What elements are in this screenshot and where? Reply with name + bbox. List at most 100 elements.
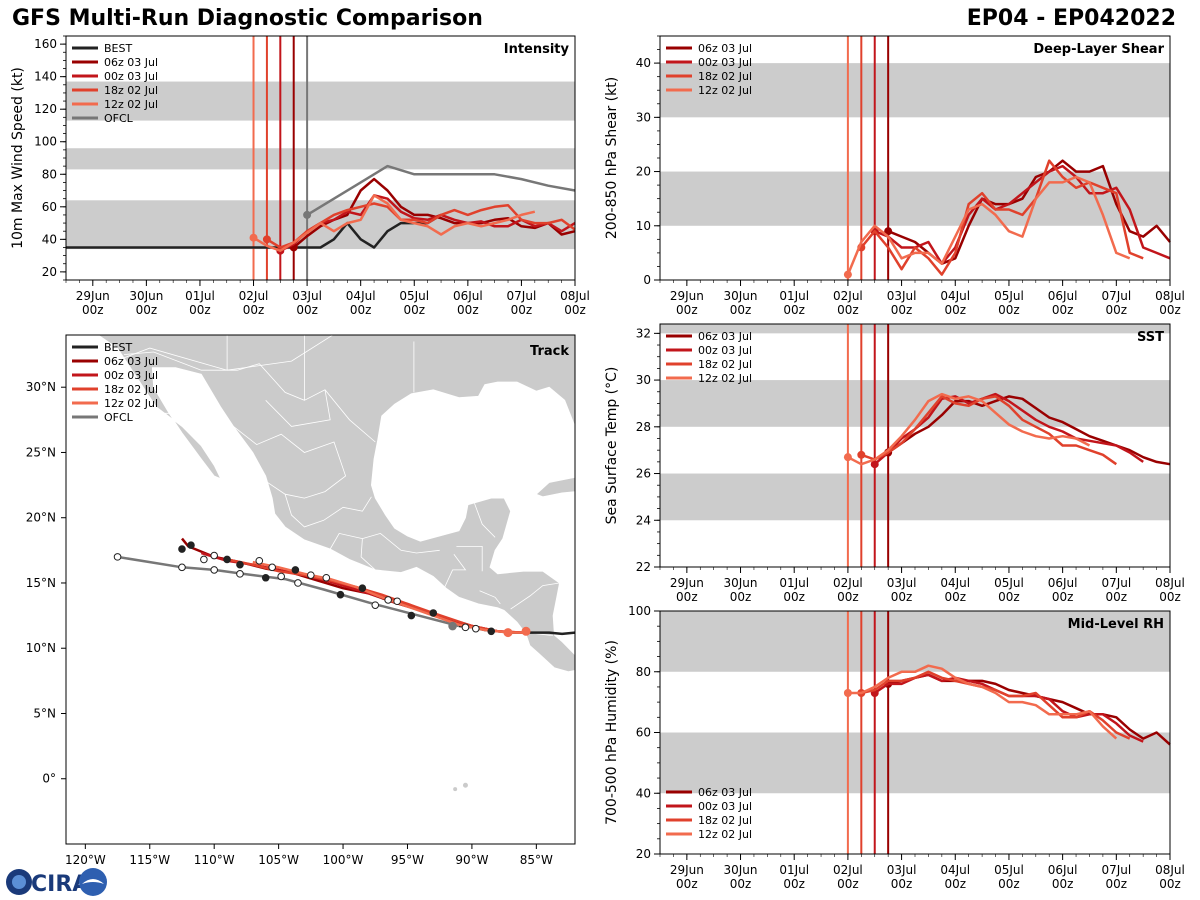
galapagos-island bbox=[453, 787, 458, 792]
intensity-legend-label: 12z 02 Jul bbox=[104, 98, 158, 111]
rh-init-point-r12z02 bbox=[843, 689, 852, 698]
track-position-marker bbox=[294, 579, 302, 587]
intensity-x-tick-sublabel: 00z bbox=[243, 303, 265, 317]
galapagos-island bbox=[462, 782, 468, 788]
track-position-marker bbox=[210, 566, 218, 574]
track-position-marker bbox=[393, 597, 401, 606]
shear-x-tick-label: 05Jul bbox=[994, 289, 1024, 303]
sst-x-tick-sublabel: 00z bbox=[1052, 590, 1074, 604]
track-position-marker bbox=[236, 570, 244, 578]
sst-x-tick-sublabel: 00z bbox=[944, 590, 966, 604]
intensity-x-tick-sublabel: 00z bbox=[403, 303, 425, 317]
intensity-x-tick-sublabel: 00z bbox=[564, 303, 586, 317]
track-frame bbox=[65, 334, 576, 845]
sst-threshold-band bbox=[660, 473, 1170, 521]
shear-x-tick-sublabel: 00z bbox=[998, 303, 1020, 317]
intensity-panel: 2040608010012014016029Jun00z30Jun00z01Ju… bbox=[10, 35, 590, 317]
shear-x-tick-sublabel: 00z bbox=[730, 303, 752, 317]
track-position-marker bbox=[461, 623, 470, 632]
shear-x-tick-sublabel: 00z bbox=[1052, 303, 1074, 317]
intensity-init-point-r12z02 bbox=[249, 233, 258, 242]
intensity-x-tick-label: 02Jul bbox=[239, 289, 269, 303]
track-legend-label: BEST bbox=[104, 341, 132, 354]
intensity-y-tick-label: 100 bbox=[34, 135, 57, 149]
track-y-tick-label: 25°N bbox=[26, 445, 56, 459]
sst-series-r18z02 bbox=[860, 395, 1118, 466]
track-position-marker bbox=[487, 627, 496, 636]
rh-legend-label: 18z 02 Jul bbox=[698, 814, 752, 827]
rh-legend-label: 06z 03 Jul bbox=[698, 786, 752, 799]
shear-init-point-r06z03 bbox=[884, 227, 893, 236]
rh-x-tick-label: 29Jun bbox=[670, 863, 704, 877]
track-x-tick-label: 105°W bbox=[258, 853, 299, 867]
rh-x-tick-sublabel: 00z bbox=[944, 877, 966, 891]
track-position-marker bbox=[261, 573, 270, 582]
baja-border bbox=[153, 367, 176, 388]
track-panel: 120°W 115°W 110°W 105°W 100°W 95°W 90°W 85°W 0° 5… bbox=[26, 334, 576, 867]
track-x-tick-label: 120°W bbox=[65, 853, 106, 867]
track-position-marker bbox=[429, 609, 438, 617]
sst-x-tick-label: 02Jul bbox=[833, 576, 863, 590]
sst-threshold-band bbox=[660, 324, 1170, 334]
track-position-marker bbox=[503, 628, 513, 638]
shear-x-tick-sublabel: 00z bbox=[783, 303, 805, 317]
track-x-tick-label: 95°W bbox=[391, 853, 424, 867]
sst-x-tick-sublabel: 00z bbox=[783, 590, 805, 604]
shear-x-tick-label: 08Jul bbox=[1155, 289, 1185, 303]
rh-y-tick-label: 40 bbox=[636, 786, 651, 800]
track-position-marker bbox=[291, 566, 300, 574]
guatemala-border bbox=[456, 546, 483, 572]
rh-x-tick-label: 02Jul bbox=[833, 863, 863, 877]
rh-x-tick-label: 01Jul bbox=[779, 863, 809, 877]
rh-x-tick-label: 04Jul bbox=[940, 863, 970, 877]
sst-x-tick-label: 06Jul bbox=[1048, 576, 1078, 590]
intensity-x-tick-label: 07Jul bbox=[507, 289, 537, 303]
intensity-x-tick-label: 30Jun bbox=[129, 289, 163, 303]
shear-series-r18z02 bbox=[860, 159, 1144, 276]
intensity-threshold-band bbox=[66, 81, 575, 121]
sst-y-axis-label: Sea Surface Temp (°C) bbox=[604, 367, 620, 525]
track-legend-label: 12z 02 Jul bbox=[104, 397, 158, 410]
sst-x-tick-label: 30Jun bbox=[724, 576, 758, 590]
sst-x-tick-sublabel: 00z bbox=[837, 590, 859, 604]
guatemala-border bbox=[443, 554, 467, 590]
track-x-tick-label: 115°W bbox=[129, 853, 170, 867]
track-y-tick-label: 15°N bbox=[26, 576, 56, 590]
rh-x-tick-sublabel: 00z bbox=[837, 877, 859, 891]
rh-x-tick-label: 06Jul bbox=[1048, 863, 1078, 877]
intensity-y-tick-label: 40 bbox=[42, 232, 57, 246]
rh-y-axis-label: 700-500 hPa Humidity (%) bbox=[604, 640, 620, 825]
shear-title: Deep-Layer Shear bbox=[1033, 42, 1164, 57]
track-y-tick-label: 0° bbox=[42, 772, 56, 786]
sst-series-r12z02 bbox=[847, 392, 1091, 466]
cuba-landmass bbox=[535, 476, 575, 498]
track-legend-label: OFCL bbox=[104, 411, 134, 424]
mexico-state-border bbox=[233, 426, 347, 499]
intensity-y-tick-label: 120 bbox=[34, 102, 57, 116]
rh-y-tick-label: 20 bbox=[636, 847, 651, 861]
shear-legend-label: 00z 03 Jul bbox=[698, 56, 752, 69]
intensity-x-tick-sublabel: 00z bbox=[457, 303, 479, 317]
intensity-x-tick-sublabel: 00z bbox=[82, 303, 104, 317]
sst-x-tick-label: 07Jul bbox=[1101, 576, 1131, 590]
sst-x-tick-sublabel: 00z bbox=[1159, 590, 1181, 604]
mexico-state-border bbox=[474, 503, 496, 538]
sst-x-tick-sublabel: 00z bbox=[1106, 590, 1128, 604]
shear-x-tick-sublabel: 00z bbox=[944, 303, 966, 317]
rh-legend-label: 12z 02 Jul bbox=[698, 828, 752, 841]
sst-title: SST bbox=[1137, 330, 1164, 345]
track-position-marker bbox=[236, 560, 244, 569]
sst-y-tick-label: 30 bbox=[636, 373, 651, 387]
track-position-marker bbox=[268, 563, 276, 572]
track-position-marker bbox=[255, 556, 264, 565]
shear-x-tick-label: 06Jul bbox=[1048, 289, 1078, 303]
storm-id: EP04 - EP042022 bbox=[966, 6, 1176, 31]
shear-x-tick-label: 01Jul bbox=[779, 289, 809, 303]
rh-y-tick-label: 60 bbox=[636, 726, 651, 740]
us-mexico-border bbox=[123, 351, 376, 443]
sst-legend-label: 00z 03 Jul bbox=[698, 344, 752, 357]
track-position-marker bbox=[307, 571, 315, 579]
track-legend-label: 06z 03 Jul bbox=[104, 355, 158, 368]
intensity-series-best bbox=[66, 213, 442, 249]
